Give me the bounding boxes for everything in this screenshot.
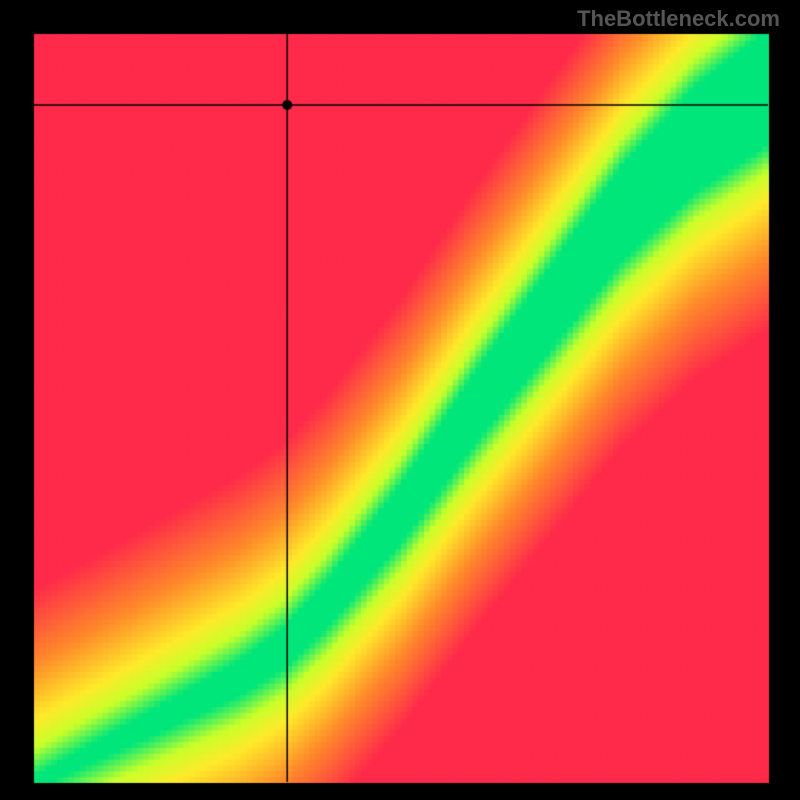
bottleneck-heatmap [0, 0, 800, 800]
root-container: TheBottleneck.com [0, 0, 800, 800]
watermark-text: TheBottleneck.com [577, 6, 780, 32]
